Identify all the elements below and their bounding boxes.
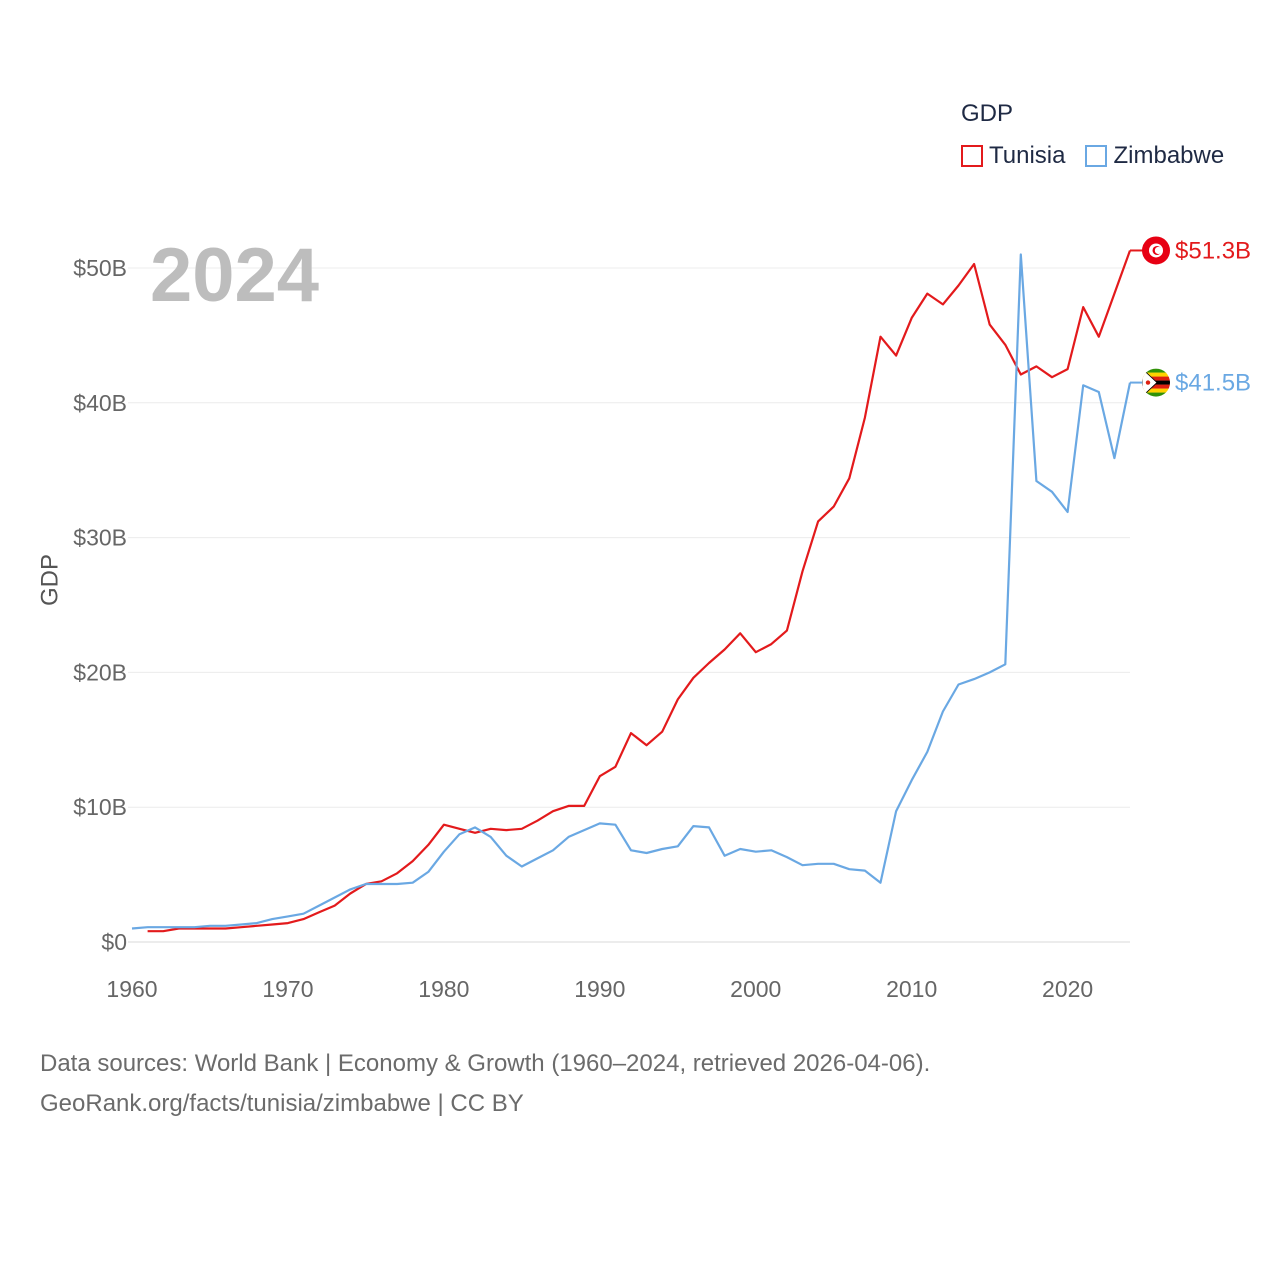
- y-tick-label: $0: [101, 929, 127, 955]
- x-tick-label: 1980: [418, 976, 469, 1002]
- series-line-zimbabwe: [131, 253, 1132, 930]
- x-tick-label: 2020: [1042, 976, 1093, 1002]
- end-label-zimbabwe: $41.5B: [1175, 370, 1251, 397]
- series-lines: [131, 250, 1132, 933]
- legend-title: GDP: [961, 100, 1014, 127]
- y-tick-label: $50B: [73, 255, 127, 281]
- y-tick-labels: $0 $10B $20B $30B $40B $50B: [73, 255, 127, 955]
- y-tick-label: $20B: [73, 659, 127, 685]
- series-end-markers: $51.3B $41.5B: [1130, 236, 1251, 397]
- zimbabwe-flag-icon: [1142, 368, 1170, 397]
- y-tick-label: $30B: [73, 525, 127, 551]
- source-line-1: Data sources: World Bank | Economy & Gro…: [40, 1050, 931, 1077]
- data-source-note: Data sources: World Bank | Economy & Gro…: [40, 1044, 930, 1124]
- x-tick-label: 1960: [106, 976, 157, 1002]
- x-tick-label: 1990: [574, 976, 625, 1002]
- legend-item-tunisia[interactable]: Tunisia: [961, 142, 1065, 170]
- legend-swatch-tunisia: [961, 145, 983, 167]
- legend-item-zimbabwe[interactable]: Zimbabwe: [1085, 142, 1224, 170]
- y-tick-label: $40B: [73, 390, 127, 416]
- source-line-2[interactable]: GeoRank.org/facts/tunisia/zimbabwe | CC …: [40, 1090, 524, 1117]
- legend-label-tunisia: Tunisia: [989, 142, 1066, 169]
- legend: Tunisia Zimbabwe: [961, 142, 1244, 170]
- tunisia-flag-icon: [1142, 236, 1170, 265]
- grid-lines: [128, 267, 1130, 943]
- series-line-tunisia: [147, 250, 1132, 933]
- x-tick-label: 2000: [730, 976, 781, 1002]
- y-tick-label: $10B: [73, 794, 127, 820]
- legend-label-zimbabwe: Zimbabwe: [1113, 142, 1225, 169]
- year-watermark: 2024: [150, 233, 320, 318]
- x-tick-label: 2010: [886, 976, 937, 1002]
- x-tick-labels: 1960 1970 1980 1990 2000 2010 2020: [106, 976, 1093, 1002]
- legend-swatch-zimbabwe: [1085, 145, 1108, 167]
- end-label-tunisia: $51.3B: [1175, 237, 1251, 264]
- x-tick-label: 1970: [262, 976, 313, 1002]
- y-axis-label: GDP: [36, 554, 63, 606]
